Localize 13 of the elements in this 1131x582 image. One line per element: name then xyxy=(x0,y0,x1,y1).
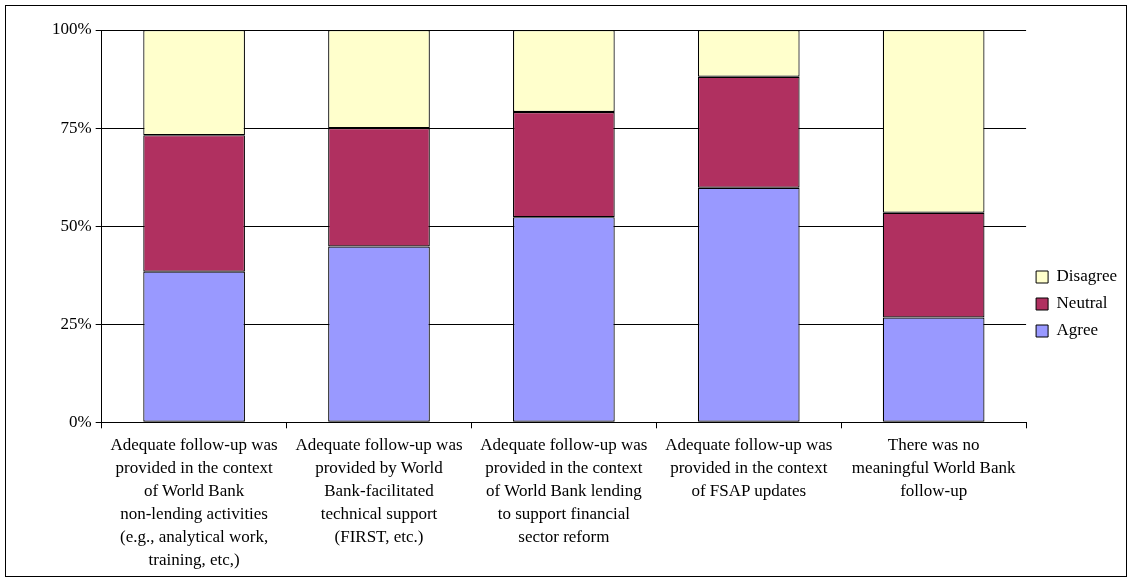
x-tick-label: Adequate follow-up was provided by World Bank-facilitated technical support (FIRST, etc.) xyxy=(295,435,463,547)
x-tick-label: Adequate follow-up was provided in the context of World Bank lending to support financial sector reform xyxy=(480,435,648,547)
x-tick-label: There was no meaningful World Bank follow-up xyxy=(851,435,1016,501)
x-tick-label: Adequate follow-up was provided in the context of World Bank non-lending activities (e.g., analytical work, training, etc,) xyxy=(110,435,278,569)
y-tick-label: 0% xyxy=(68,411,92,431)
y-tick-label: 75% xyxy=(60,117,92,137)
y-tick-label: 25% xyxy=(60,313,92,333)
y-tick-label: 100% xyxy=(51,19,92,39)
legend-label: Agree xyxy=(1056,320,1099,340)
x-tick-label: Adequate follow-up was provided in the context of FSAP updates xyxy=(665,435,833,501)
legend-label: Neutral xyxy=(1056,293,1108,313)
legend-label: Disagree xyxy=(1056,266,1118,286)
y-tick-label: 50% xyxy=(60,215,92,235)
